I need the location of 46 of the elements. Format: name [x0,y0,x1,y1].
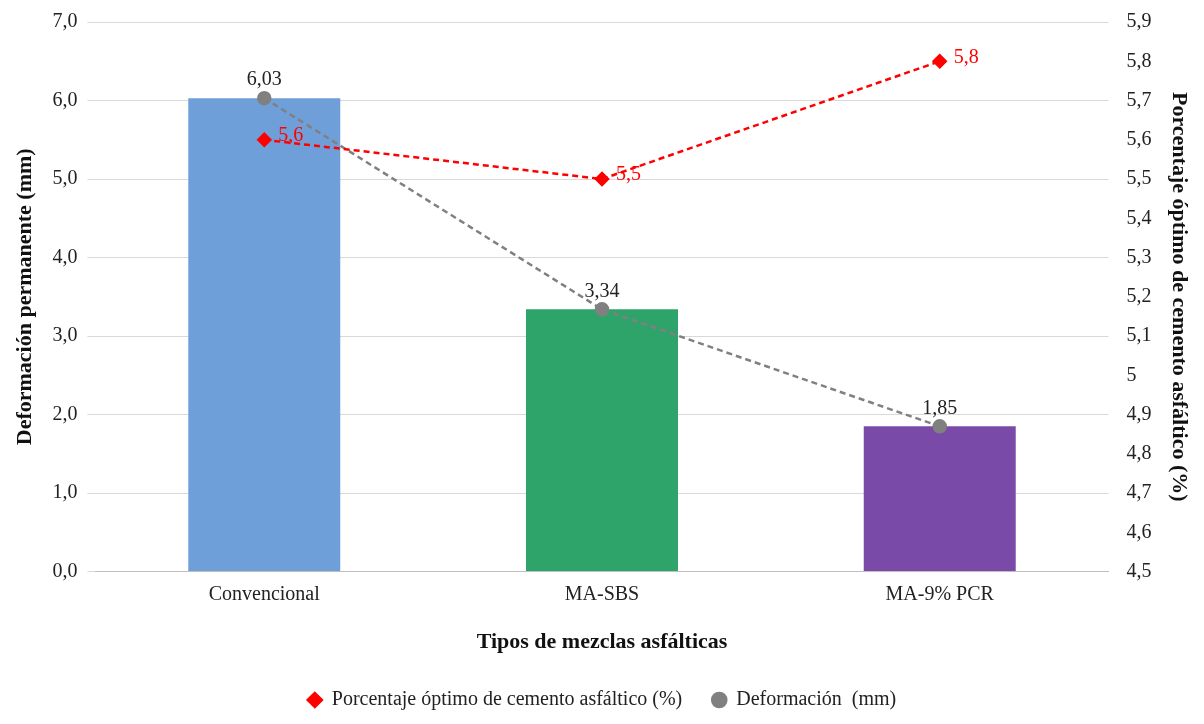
y2-tick-label: 5,5 [1126,166,1152,189]
y2-tick-label: 4,8 [1126,441,1152,464]
point [932,419,947,434]
y2-axis-title: Porcentaje óptimo de cemento asfáltico (%) [1168,92,1194,502]
y2-tick-label: 5 [1126,362,1137,385]
data-label: 6,03 [246,67,282,90]
y2-tick-label: 5,1 [1126,323,1152,346]
data-label: 3,34 [584,278,620,301]
bar [526,309,678,572]
y-axis-title: Deformación permanente (mm) [10,148,36,446]
y2-tick-label: 5,2 [1126,284,1152,307]
y-tick-label: 4,0 [52,244,78,267]
y-tick-label: 3,0 [52,323,78,346]
x-axis-title: Tipos de mezclas asfálticas [476,628,728,654]
y2-tick-label: 5,4 [1126,205,1152,228]
y2-tick-label: 5,8 [1126,48,1152,71]
y2-tick-label: 4,5 [1126,558,1152,581]
x-tick-label: MA-9% PCR [885,581,995,604]
data-label: 5,8 [953,44,979,67]
point [594,171,610,187]
y2-tick-label: 5,3 [1126,244,1152,267]
y2-tick-label: 5,7 [1126,87,1152,110]
bar [863,426,1016,572]
y2-tick-label: 5,6 [1126,127,1152,150]
point [257,132,272,148]
y-tick-label: 0,0 [52,558,78,581]
legend-label: Deformación (mm) [736,687,897,711]
point [594,302,610,317]
data-label: 5,6 [278,123,304,146]
y-tick-label: 2,0 [52,401,78,424]
y2-tick-label: 5,9 [1126,9,1152,32]
x-tick-label: Convencional [208,581,321,604]
x-tick-label: MA-SBS [564,581,640,604]
bar [188,98,341,572]
y2-tick-label: 4,9 [1126,401,1152,424]
y-tick-label: 1,0 [52,480,78,503]
y-tick-label: 6,0 [52,87,78,110]
y-tick-label: 5,0 [52,166,78,189]
point [257,90,272,106]
point [932,54,947,69]
data-label: 5,5 [616,162,641,185]
y2-tick-label: 4,7 [1126,480,1152,503]
y-tick-label: 7,0 [52,9,78,32]
legend-label: Porcentaje óptimo de cemento asfáltico (%) [331,687,683,711]
data-label: 1,85 [922,395,958,418]
y2-tick-label: 4,6 [1126,519,1152,542]
